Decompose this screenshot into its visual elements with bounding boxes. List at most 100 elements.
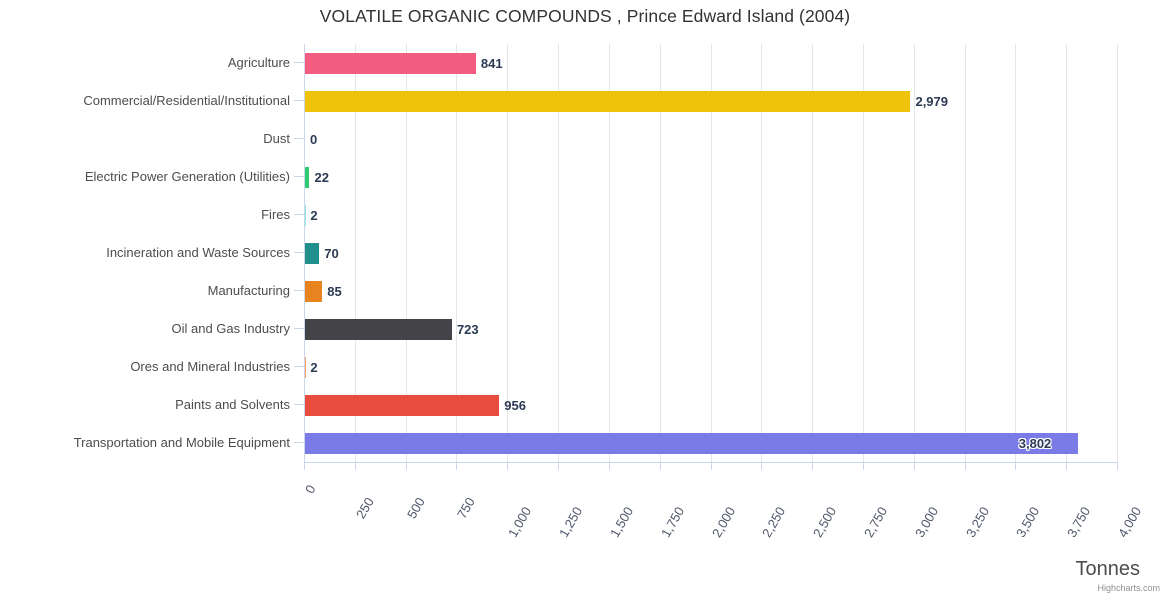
x-axis-tick-label-text: 1,500 xyxy=(606,504,637,540)
gridline xyxy=(964,44,966,462)
x-axis-tick-label: 250 xyxy=(353,476,388,521)
bar[interactable] xyxy=(305,319,452,340)
category-label: Commercial/Residential/Institutional xyxy=(83,93,290,108)
bar[interactable] xyxy=(305,167,310,188)
category-row: Agriculture 841 xyxy=(0,44,1170,82)
bar-value-label: 22 xyxy=(314,170,329,185)
x-axis-tick-label: 1,000 xyxy=(505,476,551,540)
y-axis-line xyxy=(304,44,305,462)
x-axis-tick-label: 1,250 xyxy=(556,476,601,540)
x-axis-tick-mark xyxy=(964,462,966,470)
x-axis-tick-label-text: 4,000 xyxy=(1115,504,1145,540)
category-row: Manufacturing 85 xyxy=(0,272,1170,310)
category-label: Ores and Mineral Industries xyxy=(130,359,290,374)
gridline xyxy=(812,44,814,462)
gridline xyxy=(1117,44,1118,462)
x-axis-tick-label-text: 1,000 xyxy=(505,504,535,540)
y-axis-tick xyxy=(294,252,304,253)
category-row: Paints and Solvents 956 xyxy=(0,386,1170,424)
x-axis-tick-mark xyxy=(862,462,864,470)
bar-value-label: 723 xyxy=(456,322,479,337)
x-axis-tick-label: 750 xyxy=(454,476,489,521)
x-axis-tick-mark xyxy=(456,462,458,470)
x-axis-tick-label-text: 3,500 xyxy=(1013,504,1043,540)
gridline xyxy=(1015,44,1017,462)
gridline xyxy=(456,44,458,462)
gridline xyxy=(710,44,712,462)
x-axis-tick-mark xyxy=(558,462,560,470)
x-axis-tick-mark xyxy=(507,462,509,470)
y-axis-tick xyxy=(294,100,304,101)
x-axis-tick-label: 3,250 xyxy=(963,476,1008,540)
bar[interactable] xyxy=(305,91,911,112)
x-axis-tick-label: 3,000 xyxy=(912,476,957,540)
x-axis-tick-mark xyxy=(608,462,610,470)
x-axis-tick-label-text: 3,750 xyxy=(1064,504,1094,540)
x-axis-tick-label-text: 250 xyxy=(352,494,377,522)
category-row: Oil and Gas Industry 723 xyxy=(0,310,1170,348)
bar-value-label: 2 xyxy=(310,360,318,375)
y-axis-tick xyxy=(294,404,304,405)
bar[interactable] xyxy=(305,243,320,264)
gridline xyxy=(354,44,356,462)
gridline xyxy=(507,44,509,462)
gridline xyxy=(405,44,407,462)
gridline xyxy=(913,44,915,462)
x-axis-tick-label: 500 xyxy=(404,476,438,521)
x-axis-tick-mark xyxy=(405,462,407,470)
category-label: Transportation and Mobile Equipment xyxy=(73,435,290,450)
bar[interactable] xyxy=(305,395,500,416)
x-axis-tick-label: 1,500 xyxy=(607,476,652,540)
category-label: Fires xyxy=(261,207,290,222)
y-axis-tick xyxy=(294,442,304,443)
y-axis-tick xyxy=(294,290,304,291)
x-axis-tick-mark xyxy=(354,462,356,470)
gridline xyxy=(608,44,610,462)
x-axis-tick-mark xyxy=(710,462,712,470)
bar-value-label: 3,802 xyxy=(1018,436,1052,451)
bar[interactable] xyxy=(305,53,476,74)
category-label: Incineration and Waste Sources xyxy=(106,245,290,260)
bar[interactable] xyxy=(305,357,306,378)
category-label: Electric Power Generation (Utilities) xyxy=(84,169,290,184)
x-axis-tick-label: 2,750 xyxy=(861,476,906,540)
y-axis-tick xyxy=(294,366,304,367)
category-label: Paints and Solvents xyxy=(175,397,290,412)
bar[interactable] xyxy=(305,281,323,302)
category-row: Dust 0 xyxy=(0,120,1170,158)
gridline xyxy=(1066,44,1068,462)
y-axis-tick xyxy=(294,62,304,63)
x-axis-tick-label: 3,750 xyxy=(1064,476,1109,540)
x-axis-tick-label-text: 2,250 xyxy=(759,504,789,540)
category-row: Commercial/Residential/Institutional 2,97… xyxy=(0,82,1170,120)
bar-value-label: 2 xyxy=(310,208,318,223)
x-axis-tick-label: 1,750 xyxy=(658,476,703,540)
bar-value-label: 85 xyxy=(327,284,342,299)
gridline xyxy=(659,44,661,462)
x-axis-tick-label: 4,000 xyxy=(1115,476,1160,540)
x-axis-tick-label-text: 2,500 xyxy=(810,504,840,540)
y-axis-tick xyxy=(294,328,304,329)
x-axis-tick-label-text: 1,750 xyxy=(657,504,687,540)
x-axis-tick-label-text: 500 xyxy=(403,494,428,522)
x-axis-tick-label: 2,500 xyxy=(810,476,855,540)
x-axis-tick-label: 3,500 xyxy=(1013,476,1059,540)
bar[interactable] xyxy=(305,205,306,226)
category-label: Oil and Gas Industry xyxy=(171,321,291,336)
x-axis-tick-label: 0 xyxy=(302,476,323,496)
y-axis-tick xyxy=(294,138,304,139)
x-axis-tick-mark xyxy=(1117,462,1118,470)
x-axis-tick-label-text: 2,750 xyxy=(860,504,891,540)
x-axis-tick-label-text: 0 xyxy=(302,482,319,497)
x-axis-tick-label-text: 2,000 xyxy=(708,504,738,540)
gridline xyxy=(558,44,560,462)
y-axis-tick xyxy=(294,176,304,177)
credits-label[interactable]: Highcharts.com xyxy=(1097,583,1160,593)
bar[interactable] xyxy=(305,433,1078,454)
category-row: Transportation and Mobile Equipment 3,802 xyxy=(0,424,1170,462)
x-axis-tick-mark xyxy=(761,462,763,470)
plot-area xyxy=(304,44,1118,462)
x-axis-tick-mark xyxy=(659,462,661,470)
category-label: Dust xyxy=(263,131,290,146)
